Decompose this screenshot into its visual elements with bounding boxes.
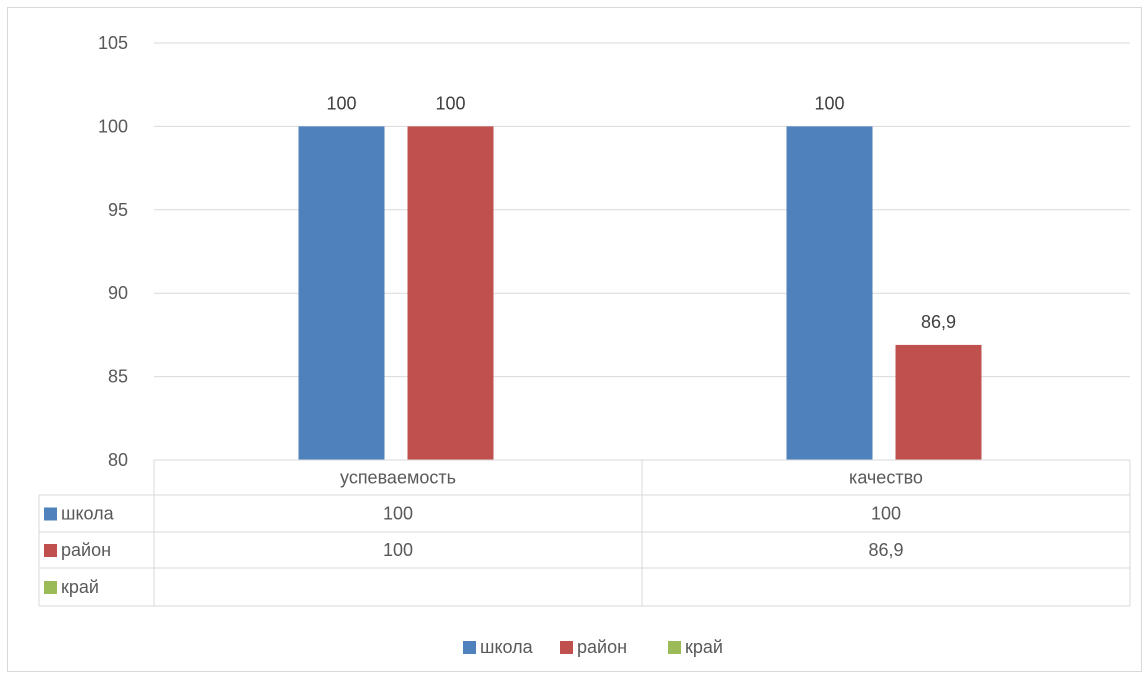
- table-cell-value: 100: [871, 504, 901, 524]
- bar-школа-успеваемость: [298, 126, 385, 461]
- table-legend-key: [44, 581, 57, 594]
- chart-frame: [7, 7, 1142, 672]
- legend-label: район: [577, 637, 627, 657]
- table-cell-value: 86,9: [868, 540, 903, 560]
- bar-район-успеваемость: [407, 126, 494, 461]
- table-series-name: район: [61, 540, 111, 560]
- y-tick-label: 95: [108, 200, 128, 220]
- legend-label: край: [685, 637, 723, 657]
- table-series-name: край: [61, 577, 99, 597]
- table-cell-value: 100: [383, 540, 413, 560]
- y-tick-label: 80: [108, 450, 128, 470]
- y-tick-label: 100: [98, 116, 128, 136]
- bar-район-качество: [895, 344, 982, 460]
- legend-key-район: [560, 641, 573, 654]
- table-cell-value: 100: [383, 504, 413, 524]
- data-label: 100: [435, 93, 465, 113]
- table-legend-key: [44, 507, 57, 521]
- table-series-name: школа: [61, 504, 115, 524]
- category-label: качество: [849, 468, 923, 488]
- y-tick-label: 90: [108, 283, 128, 303]
- data-label: 100: [814, 93, 844, 113]
- y-tick-label: 105: [98, 33, 128, 53]
- legend-key-школа: [463, 641, 476, 654]
- data-label: 100: [326, 93, 356, 113]
- y-tick-label: 85: [108, 367, 128, 387]
- data-label: 86,9: [921, 312, 956, 332]
- bar-школа-качество: [786, 126, 873, 461]
- category-label: успеваемость: [340, 468, 456, 488]
- table-legend-key: [44, 544, 57, 557]
- legend-label: школа: [480, 637, 534, 657]
- legend-key-край: [668, 641, 681, 654]
